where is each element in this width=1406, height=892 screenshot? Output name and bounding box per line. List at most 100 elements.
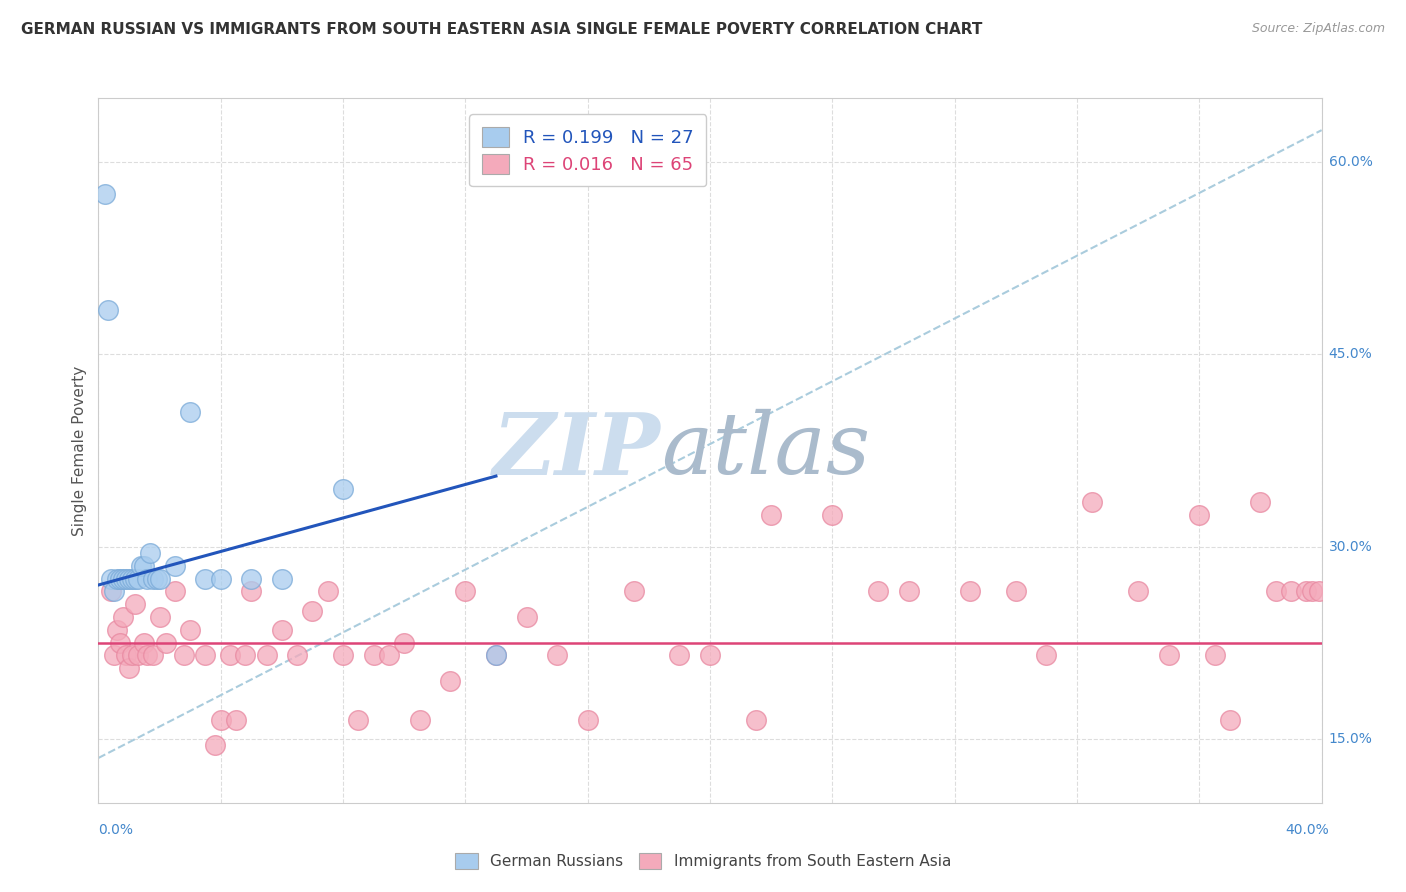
Point xyxy=(454,584,477,599)
Point xyxy=(1301,584,1323,599)
Point xyxy=(240,584,263,599)
Point xyxy=(1249,494,1271,508)
Point xyxy=(108,635,131,649)
Point xyxy=(1308,584,1330,599)
Point xyxy=(209,572,232,586)
Point xyxy=(485,648,508,663)
Point xyxy=(270,623,292,637)
Point xyxy=(1128,584,1150,599)
Point xyxy=(127,572,149,586)
Point xyxy=(155,635,177,649)
Point xyxy=(139,546,162,560)
Point xyxy=(1081,494,1104,508)
Point xyxy=(485,648,508,663)
Point xyxy=(270,572,292,586)
Point xyxy=(516,610,538,624)
Text: 30.0%: 30.0% xyxy=(1329,540,1372,554)
Point xyxy=(332,648,354,663)
Text: 60.0%: 60.0% xyxy=(1329,155,1372,169)
Point xyxy=(121,572,143,586)
Point xyxy=(163,558,186,573)
Point xyxy=(134,558,156,573)
Point xyxy=(149,572,172,586)
Point xyxy=(959,584,981,599)
Point xyxy=(392,635,416,649)
Y-axis label: Single Female Poverty: Single Female Poverty xyxy=(72,366,87,535)
Point xyxy=(142,648,165,663)
Point xyxy=(1264,584,1286,599)
Point xyxy=(576,713,599,727)
Point xyxy=(332,482,354,496)
Point xyxy=(301,604,323,618)
Point xyxy=(111,572,134,586)
Point xyxy=(105,623,128,637)
Point xyxy=(121,648,143,663)
Point xyxy=(173,648,195,663)
Point xyxy=(142,572,165,586)
Point xyxy=(204,738,226,752)
Point xyxy=(316,584,339,599)
Point xyxy=(179,623,201,637)
Point xyxy=(103,648,125,663)
Point xyxy=(129,558,152,573)
Point xyxy=(127,648,149,663)
Point xyxy=(897,584,920,599)
Point xyxy=(124,572,146,586)
Point xyxy=(111,610,134,624)
Point xyxy=(194,572,217,586)
Text: 0.0%: 0.0% xyxy=(98,823,134,837)
Point xyxy=(347,713,370,727)
Point xyxy=(1035,648,1057,663)
Point xyxy=(108,572,131,586)
Point xyxy=(745,713,768,727)
Point xyxy=(1295,584,1317,599)
Point xyxy=(115,648,138,663)
Point xyxy=(103,584,125,599)
Text: Source: ZipAtlas.com: Source: ZipAtlas.com xyxy=(1251,22,1385,36)
Point xyxy=(209,713,232,727)
Text: ZIP: ZIP xyxy=(494,409,661,492)
Point xyxy=(1279,584,1302,599)
Point xyxy=(118,661,141,675)
Point xyxy=(1004,584,1026,599)
Legend: German Russians, Immigrants from South Eastern Asia: German Russians, Immigrants from South E… xyxy=(449,847,957,875)
Point xyxy=(868,584,890,599)
Point xyxy=(100,584,122,599)
Point xyxy=(1157,648,1180,663)
Point xyxy=(115,572,138,586)
Text: GERMAN RUSSIAN VS IMMIGRANTS FROM SOUTH EASTERN ASIA SINGLE FEMALE POVERTY CORRE: GERMAN RUSSIAN VS IMMIGRANTS FROM SOUTH … xyxy=(21,22,983,37)
Point xyxy=(256,648,278,663)
Text: atlas: atlas xyxy=(661,409,870,491)
Point xyxy=(149,610,172,624)
Text: 40.0%: 40.0% xyxy=(1285,823,1329,837)
Point xyxy=(363,648,385,663)
Point xyxy=(225,713,247,727)
Point xyxy=(1188,508,1211,522)
Point xyxy=(194,648,217,663)
Point xyxy=(100,572,122,586)
Point xyxy=(233,648,256,663)
Point xyxy=(1219,713,1241,727)
Point xyxy=(759,508,782,522)
Point xyxy=(378,648,401,663)
Point xyxy=(136,572,159,586)
Point xyxy=(163,584,186,599)
Point xyxy=(93,187,115,202)
Point xyxy=(179,405,201,419)
Point xyxy=(97,302,120,317)
Point xyxy=(145,572,167,586)
Point xyxy=(546,648,568,663)
Point xyxy=(699,648,721,663)
Legend: R = 0.199   N = 27, R = 0.016   N = 65: R = 0.199 N = 27, R = 0.016 N = 65 xyxy=(470,114,706,186)
Point xyxy=(821,508,844,522)
Point xyxy=(408,713,430,727)
Point xyxy=(668,648,690,663)
Point xyxy=(219,648,242,663)
Point xyxy=(623,584,645,599)
Point xyxy=(105,572,128,586)
Point xyxy=(439,674,461,689)
Point xyxy=(118,572,141,586)
Text: 15.0%: 15.0% xyxy=(1329,731,1372,746)
Text: 45.0%: 45.0% xyxy=(1329,347,1372,361)
Point xyxy=(136,648,159,663)
